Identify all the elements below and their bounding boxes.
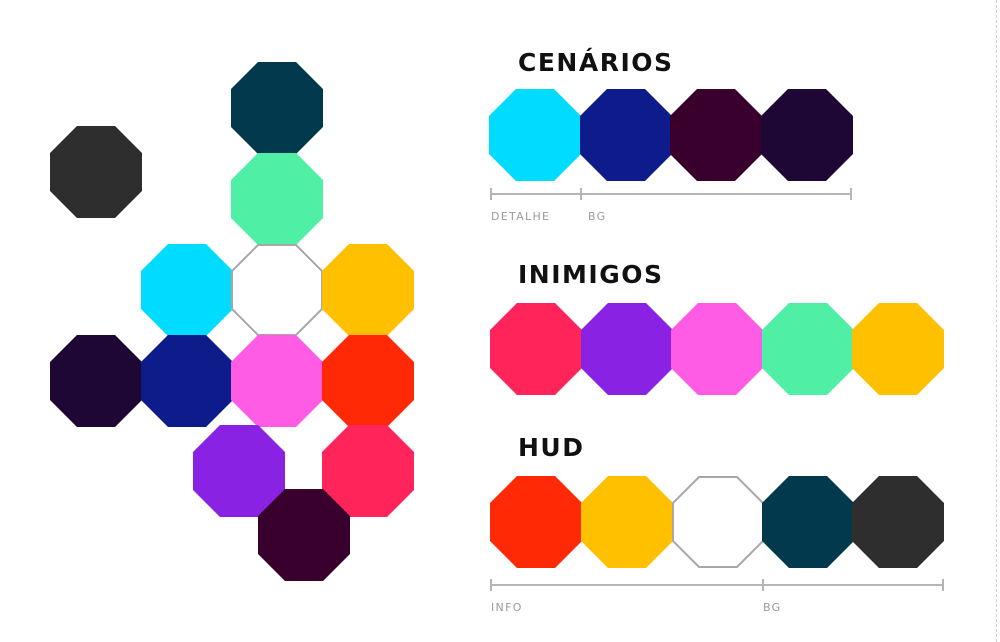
- inimigos-swatch-crimson: [490, 303, 582, 395]
- inimigos-swatch-amber: [852, 303, 944, 395]
- cluster-swatch-red-orange: [322, 335, 414, 427]
- page-edge-guide: [996, 0, 997, 642]
- section-title-cenarios: CENÁRIOS: [518, 50, 674, 75]
- hud-swatch-white: [672, 476, 764, 568]
- hud-swatch-amber: [581, 476, 673, 568]
- cenarios-swatch-deep-purple: [761, 89, 853, 181]
- cluster-swatch-dark-gray: [50, 126, 142, 218]
- inimigos-swatch-violet: [581, 303, 673, 395]
- cluster-swatch-amber: [322, 244, 414, 336]
- inimigos-swatch-pink: [671, 303, 763, 395]
- hud-swatch-dark-gray: [852, 476, 944, 568]
- cluster-swatch-deep-purple: [50, 335, 142, 427]
- inimigos-swatch-mint: [762, 303, 854, 395]
- cenarios-swatch-plum: [670, 89, 762, 181]
- cenarios-label-bg: BG: [588, 211, 606, 222]
- cenarios-range-divider: [580, 188, 582, 200]
- section-title-hud: HUD: [518, 435, 584, 460]
- hud-label-bg: BG: [763, 602, 781, 613]
- cluster-swatch-dark-teal: [231, 62, 323, 154]
- hud-range-bracket: [490, 579, 944, 591]
- cluster-swatch-white: [231, 244, 323, 336]
- section-title-inimigos: INIMIGOS: [518, 262, 663, 287]
- cluster-swatch-pink: [231, 335, 323, 427]
- hud-label-info: INFO: [491, 602, 523, 613]
- cluster-swatch-plum: [258, 489, 350, 581]
- cenarios-swatch-navy: [580, 89, 672, 181]
- hud-swatch-red-orange: [490, 476, 582, 568]
- cenarios-label-detalhe: DETALHE: [491, 211, 550, 222]
- cluster-swatch-mint: [231, 153, 323, 245]
- hud-swatch-dark-teal: [762, 476, 854, 568]
- cenarios-range-bracket: [490, 188, 852, 200]
- hud-range-divider: [762, 579, 764, 591]
- cluster-swatch-cyan: [141, 244, 233, 336]
- cluster-swatch-navy: [141, 335, 233, 427]
- cenarios-swatch-cyan: [489, 89, 581, 181]
